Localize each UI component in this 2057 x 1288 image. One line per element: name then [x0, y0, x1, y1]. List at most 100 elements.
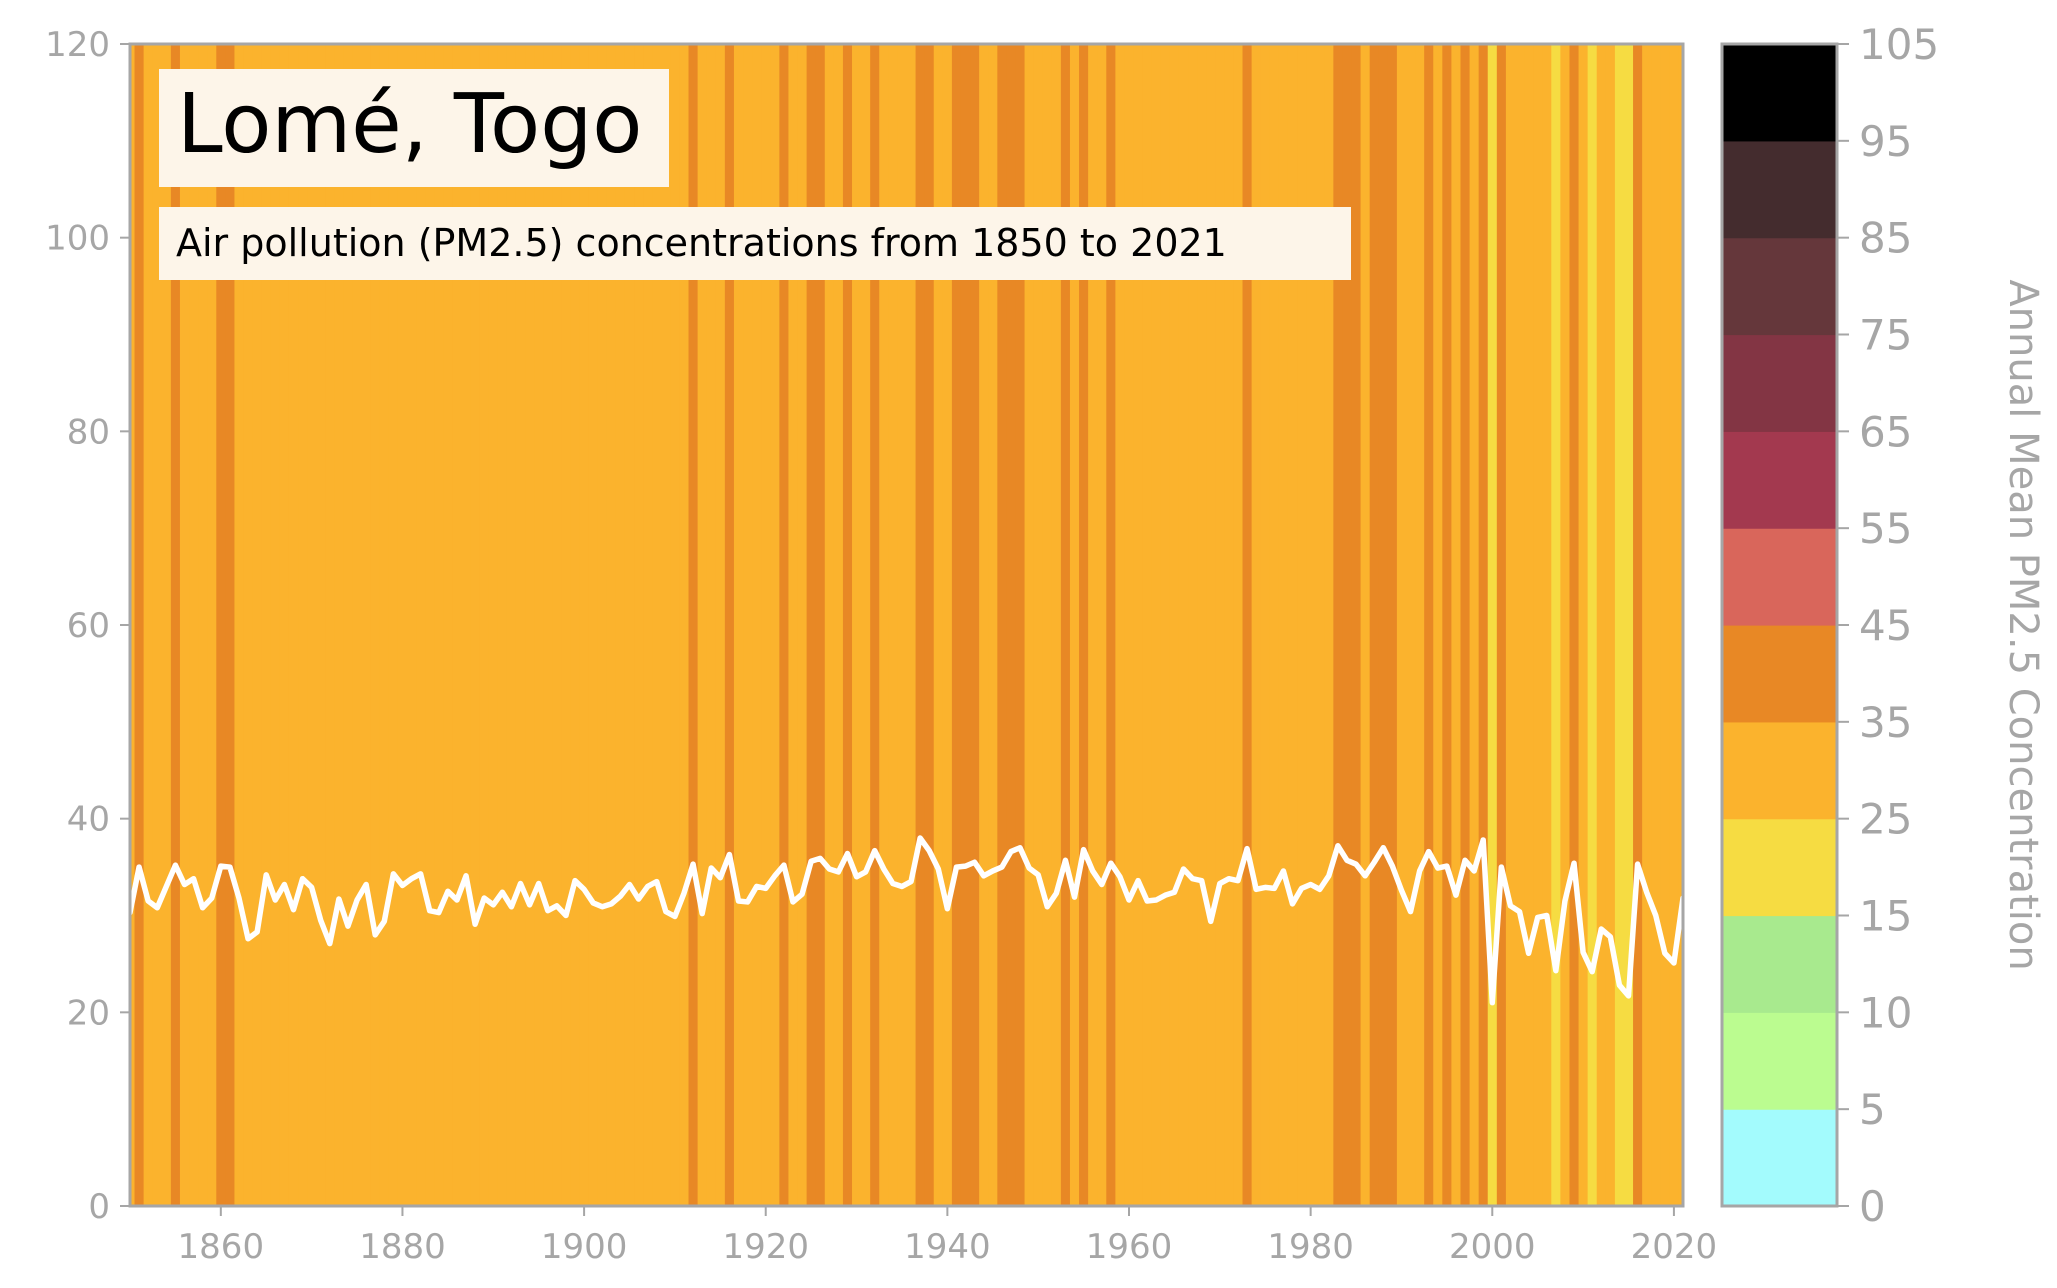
- year-stripe: [752, 44, 762, 1206]
- colorbar-tick-label: 95: [1859, 117, 1912, 166]
- year-stripe: [479, 44, 490, 1206]
- year-stripe: [534, 44, 544, 1206]
- x-axis: 1860 1880 1900 1920 1940 1960 1980 2000 2020: [178, 1206, 1718, 1267]
- x-tick-label: 1880: [359, 1227, 446, 1267]
- year-stripe: [525, 44, 535, 1206]
- year-stripe: [1060, 44, 1071, 1206]
- year-stripe: [788, 44, 799, 1206]
- year-stripe: [1006, 44, 1017, 1206]
- year-stripe: [425, 44, 435, 1206]
- year-stripe: [988, 44, 998, 1206]
- colorbar: [1722, 44, 1837, 1207]
- x-tick-label: 1920: [722, 1227, 809, 1267]
- year-stripe: [661, 44, 671, 1206]
- x-tick-label: 2020: [1631, 1227, 1718, 1267]
- year-stripe: [1578, 44, 1589, 1206]
- year-stripe: [797, 44, 808, 1206]
- colorbar-bin: [1722, 431, 1837, 529]
- year-stripe: [1260, 44, 1271, 1206]
- year-stripe: [970, 44, 980, 1206]
- year-stripe: [724, 44, 735, 1206]
- year-stripe: [270, 44, 281, 1206]
- colorbar-bin: [1722, 1109, 1837, 1207]
- year-stripe: [979, 44, 989, 1206]
- year-stripe: [1324, 44, 1334, 1206]
- year-stripe: [1269, 44, 1280, 1206]
- year-stripe: [207, 44, 217, 1206]
- year-stripe: [243, 44, 254, 1206]
- year-stripe: [130, 44, 136, 1206]
- year-stripe: [697, 44, 708, 1206]
- year-stripe: [1651, 44, 1661, 1206]
- year-stripe: [924, 44, 935, 1206]
- year-stripe: [397, 44, 408, 1206]
- year-stripe: [1215, 44, 1225, 1206]
- colorbar-bin: [1722, 721, 1837, 820]
- year-stripe: [179, 44, 190, 1206]
- year-stripe: [1669, 44, 1680, 1206]
- year-stripe: [1678, 44, 1684, 1206]
- year-stripe: [870, 44, 880, 1206]
- year-stripe: [307, 44, 317, 1206]
- colorbar-bin: [1722, 334, 1837, 432]
- x-tick-label: 1900: [541, 1227, 628, 1267]
- year-stripe: [1533, 44, 1543, 1206]
- year-stripe: [198, 44, 208, 1206]
- year-stripe: [815, 44, 826, 1206]
- year-stripe: [1569, 44, 1580, 1206]
- year-stripe: [570, 44, 581, 1206]
- year-stripe: [897, 44, 908, 1206]
- pm25-series-line: [127, 835, 1704, 1006]
- year-stripe: [1524, 44, 1534, 1206]
- year-stripe: [606, 44, 617, 1206]
- colorbar-tick-label: 85: [1859, 214, 1912, 263]
- year-stripe: [461, 44, 472, 1206]
- colorbar-bin: [1722, 625, 1837, 723]
- year-stripe: [134, 44, 145, 1206]
- year-stripe: [915, 44, 926, 1206]
- year-stripe: [997, 44, 1007, 1206]
- year-stripe: [1160, 44, 1171, 1206]
- year-stripe: [388, 44, 399, 1206]
- year-stripe: [506, 44, 517, 1206]
- year-stripe: [770, 44, 780, 1206]
- year-stripe: [1360, 44, 1371, 1206]
- year-stripe: [1024, 44, 1035, 1206]
- x-tick-label: 1940: [904, 1227, 991, 1267]
- colorbar-tick-label: 0: [1859, 1182, 1886, 1231]
- pm25-line-layer: [127, 835, 1704, 1006]
- year-stripe: [1351, 44, 1362, 1206]
- year-stripe: [288, 44, 299, 1206]
- year-stripe: [152, 44, 163, 1206]
- year-stripe: [1233, 44, 1244, 1206]
- colorbar-ticks: 0 5 10 15 25 35 45 55 65 75 85 95 105: [1837, 20, 1939, 1231]
- title-box: [159, 69, 669, 187]
- year-stripe: [879, 44, 889, 1206]
- year-stripe: [806, 44, 817, 1206]
- year-stripe: [624, 44, 635, 1206]
- year-stripe: [1642, 44, 1652, 1206]
- y-axis: 0 20 40 60 80 100 120: [45, 25, 130, 1227]
- year-stripe: [443, 44, 453, 1206]
- year-stripe: [189, 44, 199, 1206]
- year-stripe: [761, 44, 771, 1206]
- year-stripe: [933, 44, 944, 1206]
- year-stripe: [652, 44, 662, 1206]
- year-stripe: [452, 44, 463, 1206]
- year-stripe: [1433, 44, 1443, 1206]
- colorbar-bin: [1722, 1012, 1837, 1110]
- year-stripe: [1306, 44, 1316, 1206]
- year-stripe: [861, 44, 871, 1206]
- year-stripe: [1596, 44, 1607, 1206]
- year-stripe: [688, 44, 699, 1206]
- year-stripe: [1542, 44, 1552, 1206]
- year-stripe: [261, 44, 272, 1206]
- year-stripe: [1206, 44, 1216, 1206]
- year-stripe: [1051, 44, 1062, 1206]
- year-stripe: [1505, 44, 1516, 1206]
- year-stripe: [488, 44, 499, 1206]
- subtitle-box: [159, 207, 1351, 280]
- year-stripe: [779, 44, 790, 1206]
